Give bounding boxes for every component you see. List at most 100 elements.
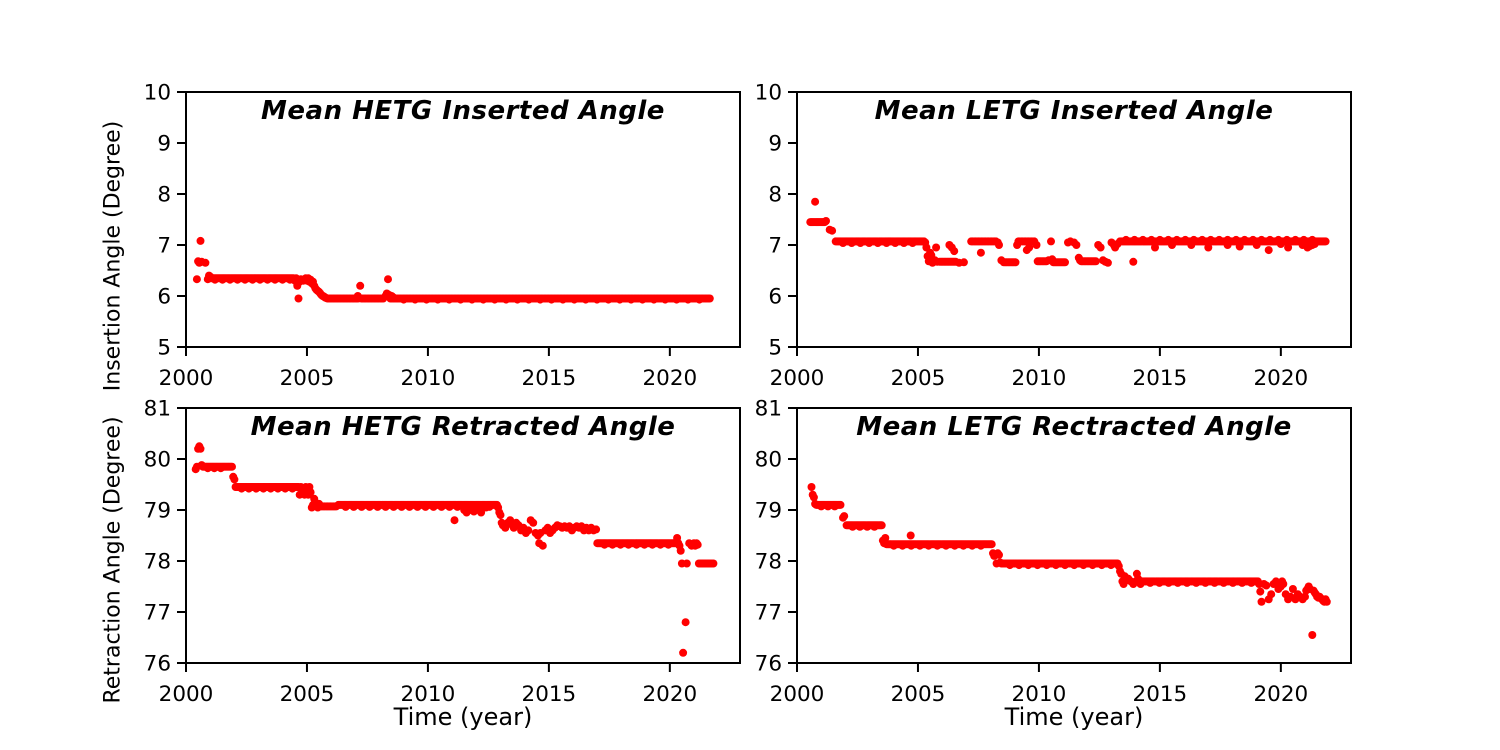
data-point [304,490,313,499]
data-point [206,272,215,281]
data-point [195,442,204,451]
data-point [952,540,961,549]
data-point [1186,577,1195,586]
data-point [437,500,446,509]
data-point [440,500,449,509]
data-point [1152,237,1161,246]
data-point [434,500,443,509]
data-point [336,294,345,303]
data-point [406,294,415,303]
data-point [828,500,837,509]
data-point [445,294,454,303]
data-point [615,539,623,548]
data-point [1205,237,1214,246]
y-tick-label: 6 [768,285,782,310]
data-point [950,257,959,266]
data-point [558,295,567,304]
data-point [244,484,253,493]
data-point [649,295,658,304]
data-point [1038,559,1047,568]
data-point [655,294,663,303]
data-point [1172,235,1181,244]
data-point [1230,577,1239,586]
data-point [662,539,671,548]
data-point [1157,577,1166,586]
data-point [1109,241,1118,249]
data-point [1308,237,1317,246]
data-point [361,500,369,509]
data-point [534,294,543,303]
data-point [1055,559,1064,568]
data-point [638,539,646,548]
data-point [220,462,229,471]
data-point [926,540,935,549]
data-point [1250,237,1259,246]
data-point [1285,237,1294,246]
data-point [698,294,707,303]
data-point [917,237,926,246]
data-point [869,521,878,530]
data-point [317,291,326,299]
data-point [884,237,893,246]
data-point [403,500,412,509]
data-point [1024,237,1033,246]
data-point [312,500,321,509]
data-point [912,540,921,549]
data-point [1246,577,1255,586]
data-point [1308,631,1317,639]
data-point [575,294,584,303]
data-point [1090,257,1099,266]
data-point [580,526,588,535]
data-point [610,294,618,303]
data-point [1183,237,1192,246]
data-point [465,500,473,509]
data-point [1010,258,1018,267]
data-point [1073,559,1082,568]
data-point [819,500,828,509]
data-point [263,275,272,284]
data-point [1113,559,1122,568]
data-point [814,500,823,509]
data-point [414,500,423,509]
data-point [433,500,442,509]
data-point [441,294,450,303]
data-point [1284,243,1293,252]
data-point [1177,577,1186,586]
data-point [296,275,305,284]
data-point [1293,237,1302,246]
data-point [408,294,417,303]
data-point [1142,237,1151,246]
data-point [394,500,403,509]
data-point [826,500,835,509]
data-point [1041,559,1049,568]
data-point [1199,577,1208,586]
data-point [1079,559,1088,568]
data-point [855,237,864,246]
data-point [1116,237,1124,246]
data-point [1083,257,1092,266]
data-point [591,294,600,303]
data-point [451,500,460,509]
data-point [1176,577,1185,586]
data-point [192,275,201,284]
data-point [607,294,616,303]
data-point [889,237,898,246]
data-point [973,237,981,246]
data-point [675,294,684,303]
data-point [682,559,691,568]
data-point [264,274,273,283]
data-point [1311,590,1320,599]
data-point [390,294,399,303]
data-point [275,274,284,283]
data-point [426,500,435,509]
data-point [280,483,288,491]
data-point [1238,578,1247,587]
data-point [237,483,246,491]
axes-box [185,91,741,348]
data-point [1146,237,1155,246]
data-point [993,549,1002,558]
data-point [288,274,297,283]
data-point [1297,237,1306,246]
data-point [1096,243,1105,252]
y-tick-label: 79 [144,499,171,524]
